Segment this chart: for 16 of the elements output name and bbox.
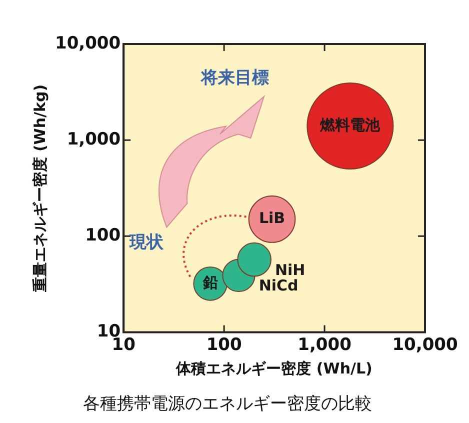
series-label: 鉛 (202, 274, 218, 292)
text: 各種携帯電源のエネルギー密度の比較 (83, 394, 372, 414)
x-tick-label: 10,000 (392, 334, 458, 355)
series-label: NiH (274, 261, 306, 280)
annotation: 現状 (128, 232, 165, 252)
x-axis-title: 体積エネルギー密度 (Wh/L) (175, 359, 372, 378)
y-axis-title: 重量エネルギー密度 (Wh/kg) (30, 84, 49, 293)
x-tick-label: 1,000 (298, 334, 352, 355)
annotation: 将来目標 (200, 68, 270, 88)
y-tick-label: 10,000 (54, 33, 121, 54)
x-tick-label: 100 (206, 334, 242, 355)
series-label: 燃料電池 (319, 116, 382, 134)
series-label: LiB (258, 209, 286, 228)
y-tick-label: 1,000 (66, 129, 121, 150)
series-label: NiCd (258, 276, 298, 295)
y-tick-label: 100 (85, 226, 121, 246)
